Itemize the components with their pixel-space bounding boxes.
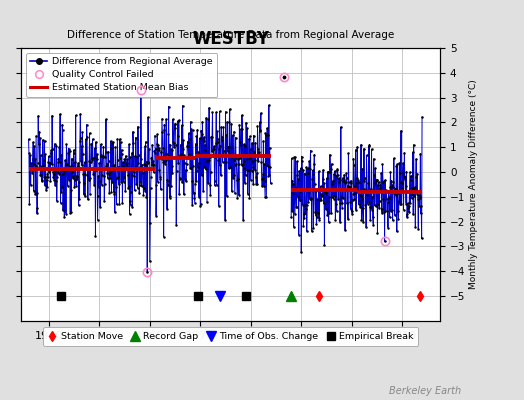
Text: Berkeley Earth: Berkeley Earth (389, 386, 461, 396)
Legend: Difference from Regional Average, Quality Control Failed, Estimated Station Mean: Difference from Regional Average, Qualit… (26, 53, 217, 97)
Text: Difference of Station Temperature Data from Regional Average: Difference of Station Temperature Data f… (67, 30, 394, 40)
Y-axis label: Monthly Temperature Anomaly Difference (°C): Monthly Temperature Anomaly Difference (… (470, 80, 478, 289)
Legend: Station Move, Record Gap, Time of Obs. Change, Empirical Break: Station Move, Record Gap, Time of Obs. C… (42, 327, 419, 346)
Title: WESTBY: WESTBY (192, 30, 269, 48)
